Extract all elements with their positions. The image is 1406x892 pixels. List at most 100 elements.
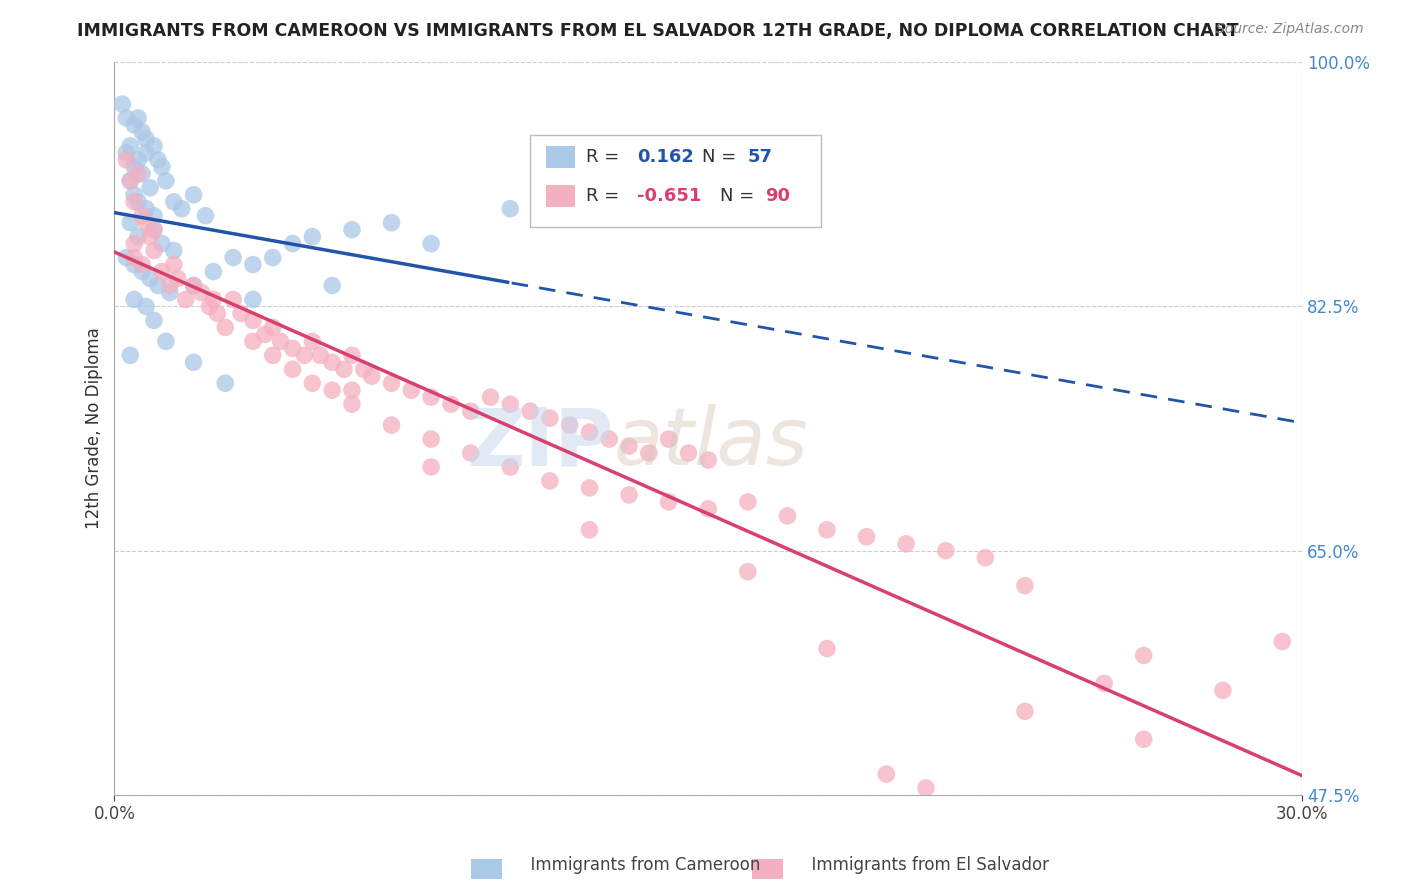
Point — [143, 209, 166, 223]
Point — [120, 216, 142, 230]
Point — [340, 222, 363, 236]
Point — [146, 278, 169, 293]
Point — [678, 446, 700, 460]
Point — [135, 145, 157, 160]
Point — [115, 153, 138, 167]
Point — [301, 376, 323, 391]
Point — [479, 390, 502, 404]
Point — [120, 174, 142, 188]
Point — [194, 209, 217, 223]
Bar — [546, 186, 575, 207]
Point — [262, 320, 284, 334]
Point — [301, 229, 323, 244]
Point — [935, 543, 957, 558]
Text: IMMIGRANTS FROM CAMEROON VS IMMIGRANTS FROM EL SALVADOR 12TH GRADE, NO DIPLOMA C: IMMIGRANTS FROM CAMEROON VS IMMIGRANTS F… — [77, 22, 1239, 40]
Point — [776, 508, 799, 523]
Point — [855, 530, 877, 544]
Point — [122, 236, 145, 251]
Point — [166, 271, 188, 285]
Point — [658, 495, 681, 509]
Point — [143, 313, 166, 327]
Point — [538, 411, 561, 425]
Point — [499, 397, 522, 411]
Point — [578, 425, 600, 439]
Point — [915, 781, 938, 796]
Point — [281, 362, 304, 376]
Point — [1014, 704, 1036, 718]
Point — [146, 153, 169, 167]
Point — [420, 432, 443, 446]
Point — [131, 167, 153, 181]
Point — [294, 348, 316, 362]
Point — [222, 251, 245, 265]
Text: Immigrants from Cameroon: Immigrants from Cameroon — [520, 855, 761, 873]
Point — [242, 258, 264, 272]
Point — [558, 418, 581, 433]
Point — [135, 202, 157, 216]
Point — [115, 145, 138, 160]
Point — [111, 97, 134, 112]
Point — [190, 285, 212, 300]
Point — [120, 174, 142, 188]
Point — [1271, 634, 1294, 648]
Point — [321, 278, 343, 293]
Point — [974, 550, 997, 565]
Point — [202, 264, 225, 278]
Point — [333, 362, 356, 376]
Point — [1212, 830, 1234, 844]
Point — [578, 481, 600, 495]
Point — [183, 355, 205, 369]
Point — [340, 383, 363, 397]
Point — [360, 369, 382, 384]
Text: N =: N = — [720, 187, 761, 205]
Point — [420, 390, 443, 404]
Text: 0.162: 0.162 — [637, 148, 693, 167]
Point — [637, 446, 659, 460]
Point — [340, 348, 363, 362]
Point — [222, 293, 245, 307]
Point — [242, 293, 264, 307]
Point — [440, 397, 463, 411]
Point — [697, 501, 720, 516]
Point — [538, 474, 561, 488]
Point — [875, 767, 897, 781]
Point — [163, 244, 186, 258]
Point — [1132, 732, 1154, 747]
Point — [301, 334, 323, 349]
Point — [380, 418, 402, 433]
Point — [519, 404, 541, 418]
Point — [127, 229, 149, 244]
Point — [127, 111, 149, 125]
Point — [122, 194, 145, 209]
Point — [321, 383, 343, 397]
Point — [214, 376, 236, 391]
Point — [253, 327, 276, 342]
Point — [155, 334, 177, 349]
Point — [183, 278, 205, 293]
Point — [163, 194, 186, 209]
Point — [183, 278, 205, 293]
Point — [598, 432, 620, 446]
FancyBboxPatch shape — [530, 136, 821, 227]
Point — [499, 202, 522, 216]
Point — [143, 222, 166, 236]
Point — [896, 537, 918, 551]
Point — [155, 174, 177, 188]
Point — [131, 264, 153, 278]
Point — [460, 446, 482, 460]
Point — [150, 160, 173, 174]
Text: atlas: atlas — [613, 404, 808, 483]
Point — [1014, 579, 1036, 593]
Point — [321, 355, 343, 369]
Point — [159, 278, 181, 293]
Point — [380, 376, 402, 391]
Point — [737, 495, 759, 509]
Point — [202, 293, 225, 307]
Point — [159, 285, 181, 300]
Point — [270, 334, 292, 349]
Point — [131, 125, 153, 139]
Point — [207, 306, 229, 320]
Point — [120, 348, 142, 362]
Point — [353, 362, 375, 376]
Point — [131, 209, 153, 223]
